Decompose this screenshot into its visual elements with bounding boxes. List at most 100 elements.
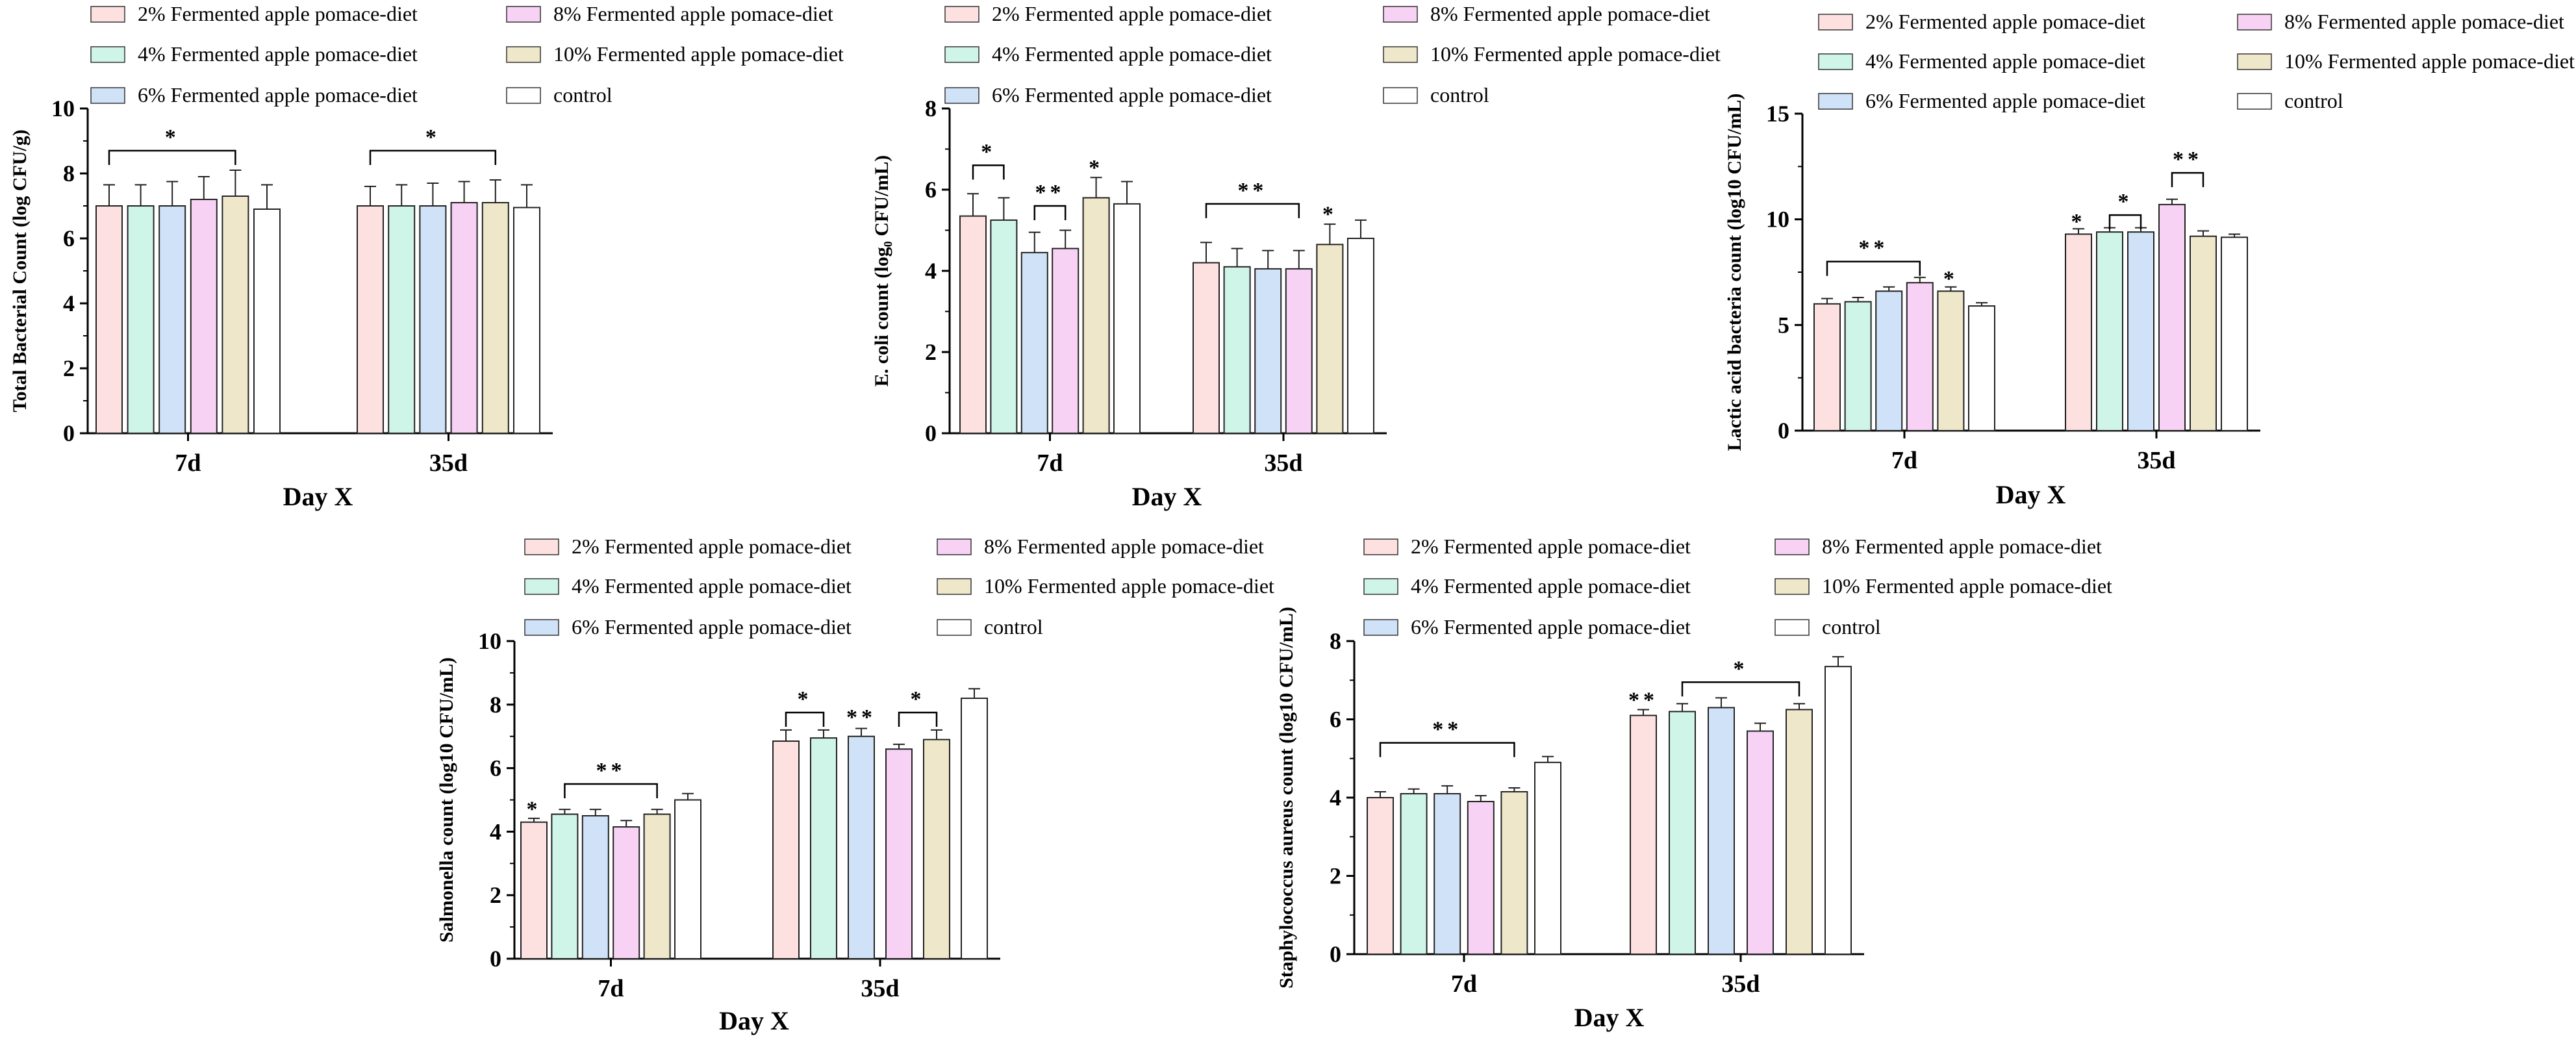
significance-bracket (564, 783, 658, 799)
bar (1875, 290, 1903, 431)
y-axis-title: Total Bacterial Count (log CFU/g) (9, 129, 31, 412)
bar (2127, 231, 2154, 431)
bar (1052, 247, 1080, 434)
legend-label: 6% Fermented apple pomace-diet (1411, 615, 1691, 638)
x-axis-title: Day X (1132, 482, 1202, 511)
legend-label: control (1430, 83, 1489, 107)
y-tick-label: 8 (925, 95, 937, 121)
significance-mark: * (798, 687, 813, 711)
legend-swatch (937, 619, 972, 636)
bar (1500, 790, 1528, 955)
significance-mark: ** (1035, 181, 1065, 205)
bar (1082, 197, 1110, 434)
x-tick-label: 35d (429, 449, 468, 477)
bar (2158, 203, 2186, 431)
bar (885, 748, 913, 959)
bar (1223, 266, 1251, 434)
y-axis-title: E. coli count (log₀ CFU/mL) (871, 155, 892, 386)
significance-mark: * (165, 125, 180, 149)
legend-swatch (1774, 538, 1810, 555)
bar (481, 202, 509, 434)
legend-swatch (1818, 14, 1853, 31)
significance-mark: * (527, 798, 542, 822)
y-tick-label: 8 (1330, 628, 1341, 654)
legend-label: 4% Fermented apple pomace-diet (1865, 49, 2145, 73)
bar (674, 799, 701, 959)
y-tick-label: 6 (490, 755, 501, 781)
y-tick-label: 4 (63, 290, 75, 316)
y-tick-label: 10 (478, 628, 501, 654)
bar (520, 821, 548, 959)
y-tick-label: 4 (925, 258, 937, 284)
legend-label: 6% Fermented apple pomace-diet (138, 83, 418, 107)
bar (1937, 290, 1965, 431)
legend-swatch (506, 87, 541, 104)
x-axis-title: Day X (1574, 1003, 1645, 1032)
legend-label: 6% Fermented apple pomace-diet (572, 615, 852, 638)
y-tick-label: 4 (1330, 785, 1341, 811)
bar (253, 209, 281, 434)
legend-label: 10% Fermented apple pomace-diet (984, 574, 1274, 598)
bar (388, 205, 416, 434)
legend-swatch (1363, 538, 1398, 555)
legend-swatch (506, 6, 541, 23)
bar (2065, 233, 2092, 431)
bar (581, 815, 609, 959)
y-tick-label: 2 (925, 339, 937, 365)
y-tick-label: 6 (1330, 707, 1341, 733)
bar (221, 196, 249, 434)
legend-label: 6% Fermented apple pomace-diet (992, 83, 1272, 107)
bar (1467, 801, 1495, 955)
legend-label: 10% Fermented apple pomace-diet (1430, 42, 1721, 66)
legend-swatch (2237, 53, 2272, 70)
legend-swatch (524, 538, 559, 555)
legend-label: 10% Fermented apple pomace-diet (1822, 574, 2112, 598)
legend-label: 2% Fermented apple pomace-diet (138, 2, 418, 25)
y-tick-label: 2 (490, 882, 501, 908)
legend-label: control (553, 83, 612, 107)
legend-swatch (1774, 619, 1810, 636)
bar (2221, 236, 2248, 431)
panel-5: 2% Fermented apple pomace-diet 4% Ferment… (1276, 535, 2112, 1032)
legend-swatch (1774, 578, 1810, 595)
legend-label: 6% Fermented apple pomace-diet (1865, 89, 2145, 112)
legend-swatch (1383, 87, 1418, 104)
significance-mark: * (981, 140, 996, 164)
y-axis-title: Staphylococcus aureus count (log10 CFU/m… (1276, 607, 1297, 989)
significance-mark: * (1943, 267, 1958, 291)
legend-label: control (1822, 615, 1881, 638)
legend-swatch (1383, 6, 1418, 23)
bar (848, 735, 875, 959)
legend-swatch (524, 578, 559, 595)
legend-label: 10% Fermented apple pomace-diet (2284, 49, 2575, 73)
bar (1400, 792, 1428, 955)
legend-swatch (944, 6, 979, 23)
bar (1747, 730, 1774, 955)
legend-label: control (984, 615, 1043, 638)
y-tick-label: 0 (1778, 418, 1789, 444)
significance-mark: ** (1432, 718, 1462, 742)
bar (1708, 707, 1735, 955)
significance-bracket (108, 149, 236, 165)
y-tick-label: 2 (63, 355, 75, 381)
significance-mark: ** (1628, 688, 1658, 712)
bar (1669, 711, 1696, 955)
bar (643, 813, 671, 959)
significance-bracket (1379, 742, 1515, 757)
legend-label: 4% Fermented apple pomace-diet (138, 42, 418, 66)
significance-mark: * (1322, 203, 1337, 227)
bar (513, 207, 540, 434)
bar (190, 199, 218, 434)
bar (1347, 238, 1374, 434)
legend-label: 8% Fermented apple pomace-diet (984, 535, 1264, 558)
bar (959, 215, 987, 434)
y-axis-title: Salmonella count (log10 CFU/mL) (436, 657, 457, 942)
bar (923, 739, 950, 959)
bar (1825, 666, 1852, 955)
panel-4: 2% Fermented apple pomace-diet 4% Ferment… (436, 535, 1274, 1035)
bar (1844, 301, 1872, 431)
bar (1630, 714, 1657, 955)
significance-bracket (1205, 203, 1300, 218)
significance-mark: * (2118, 190, 2133, 214)
